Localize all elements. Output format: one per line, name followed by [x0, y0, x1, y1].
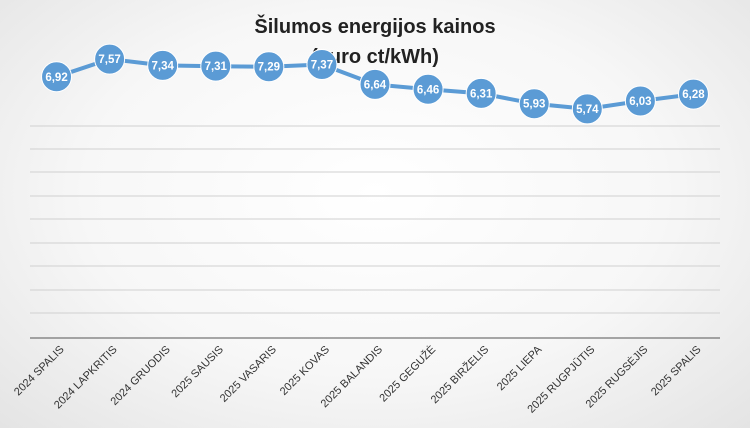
x-tick-label: 2025 VASARIS [218, 344, 279, 405]
data-label: 7,34 [151, 60, 174, 72]
data-label: 6,64 [364, 79, 387, 91]
data-label: 7,57 [98, 54, 120, 66]
chart-title-line1: Šilumos energijos kainos [254, 16, 496, 38]
data-point [412, 73, 444, 105]
data-point [41, 61, 73, 93]
data-label: 6,92 [45, 72, 67, 84]
data-label: 6,03 [629, 96, 651, 108]
x-tick-label: 2025 SPALIS [649, 344, 704, 399]
data-label: 5,74 [576, 104, 599, 116]
data-label: 6,28 [682, 89, 705, 101]
x-tick-label: 2025 LIEPA [495, 343, 545, 393]
chart-title-line2: (euro ct/kWh) [311, 46, 439, 68]
data-point [465, 77, 497, 109]
data-label: 7,31 [205, 61, 228, 73]
data-point [571, 93, 603, 125]
x-tick-label: 2025 KOVAS [278, 344, 332, 398]
data-label: 7,29 [258, 62, 280, 74]
data-point [147, 49, 179, 81]
data-point [518, 88, 550, 120]
data-point [200, 50, 232, 82]
data-point [306, 49, 338, 81]
x-tick-label: 2024 SPALIS [12, 344, 67, 399]
x-tick-label: 2025 GEGUŽĖ [377, 343, 439, 405]
chart-title: Šilumos energijos kainos (euro ct/kWh) [0, 12, 750, 72]
data-point [624, 85, 656, 117]
data-label: 6,31 [470, 88, 493, 100]
x-tick-label: 2025 SAUSIS [169, 344, 225, 400]
data-point [94, 43, 126, 75]
data-label: 5,93 [523, 99, 545, 111]
data-label: 6,46 [417, 84, 439, 96]
data-point [253, 51, 285, 83]
data-label: 7,37 [311, 60, 333, 72]
data-point [677, 78, 709, 110]
data-point [359, 68, 391, 100]
